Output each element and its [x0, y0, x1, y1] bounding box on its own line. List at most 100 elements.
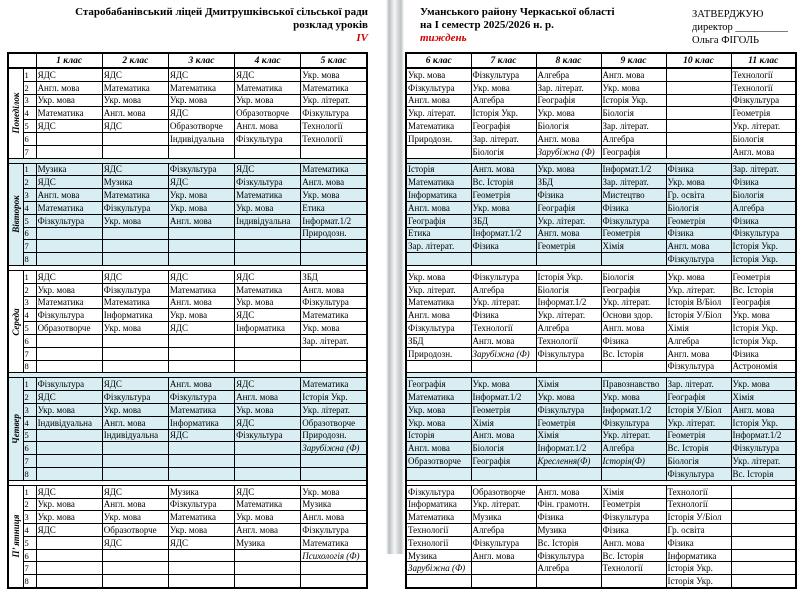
subject-cell	[234, 252, 302, 266]
subject-cell	[101, 346, 169, 361]
subject-cell: Вс. Історія	[730, 282, 797, 297]
subject-cell: Інформатика	[405, 497, 472, 512]
subject-cell	[101, 561, 169, 576]
district-line1: Уманського району Черкаської області	[420, 6, 615, 18]
day-separator	[7, 157, 368, 164]
subject-cell: Фізкультура	[665, 359, 732, 374]
period-number: 8	[22, 466, 37, 481]
subject-cell: Укр. мова	[234, 510, 302, 525]
corner-cell	[7, 52, 37, 69]
subject-cell	[234, 574, 302, 589]
subject-cell	[35, 239, 103, 254]
subject-cell: Зар. літерат.	[405, 239, 472, 254]
subject-cell	[234, 333, 302, 348]
period-number: 6	[22, 548, 37, 563]
period-number: 4	[22, 106, 37, 121]
subject-cell: ЯДС	[167, 175, 236, 190]
subject-cell	[730, 484, 797, 499]
subject-cell: Індивідуальна	[101, 428, 169, 443]
subject-cell: Природозн.	[300, 428, 368, 443]
subject-cell: Англ. мова	[167, 377, 236, 392]
subject-cell: Географія	[405, 377, 472, 392]
subject-cell: Фізика	[535, 510, 602, 525]
subject-cell	[234, 561, 302, 576]
subject-cell: Фізкультура	[535, 346, 602, 361]
period-number: 7	[22, 561, 37, 576]
subject-cell	[600, 359, 667, 374]
subject-cell	[35, 535, 103, 550]
subject-cell	[300, 454, 368, 468]
subject-cell	[535, 466, 602, 481]
class-header: 11 клас	[730, 52, 797, 69]
subject-cell: Математика	[101, 80, 169, 95]
subject-cell	[730, 535, 797, 550]
left-page-header: Старобабанівський ліцей Дмитрушківської …	[75, 6, 368, 45]
subject-cell: Англ. мова	[535, 226, 602, 241]
school-title-line1: Старобабанівський ліцей Дмитрушківської …	[75, 6, 368, 18]
subject-cell: Інформатика	[101, 308, 169, 323]
subject-cell: Математика	[167, 80, 236, 95]
subject-cell	[167, 359, 236, 374]
period-number: 4	[22, 200, 37, 215]
subject-cell: Фізкультура	[167, 162, 236, 177]
subject-cell: Етика	[405, 226, 472, 241]
subject-cell: Образотворче	[300, 415, 368, 430]
subject-cell: Математика	[405, 390, 472, 404]
subject-cell: Технології	[665, 484, 732, 499]
subject-cell: Англ. мова	[300, 282, 368, 297]
subject-cell: Укр. літерат.	[300, 93, 368, 108]
subject-cell: Геометрія	[470, 188, 537, 202]
subject-cell: Англ. мова	[101, 415, 169, 430]
subject-cell: Фізика	[730, 213, 797, 228]
subject-cell: Укр. літерат.	[665, 415, 732, 430]
subject-cell: Інформат.1/2	[600, 162, 667, 177]
subject-cell: Геометрія	[470, 402, 537, 417]
subject-cell: Хімія	[470, 415, 537, 430]
subject-cell: Математика	[234, 80, 302, 95]
period-number: 4	[22, 308, 37, 323]
subject-cell: ЯДС	[35, 119, 103, 133]
subject-cell: Геометрія	[535, 239, 602, 254]
subject-cell: ЗБД	[300, 269, 368, 284]
subject-cell: Біологія	[730, 131, 797, 146]
subject-cell	[167, 454, 236, 468]
subject-cell: Астрономія	[730, 359, 797, 374]
subject-cell: Англ. мова	[35, 188, 103, 202]
subject-cell: ЯДС	[101, 269, 169, 284]
subject-cell: Укр. літерат.	[300, 402, 368, 417]
week-mark: тиждень	[420, 32, 467, 44]
subject-cell	[300, 239, 368, 254]
subject-cell: Історія Укр.	[665, 574, 732, 589]
subject-cell: Укр. мова	[300, 67, 368, 82]
subject-cell: Інформат.1/2	[535, 295, 602, 310]
subject-cell	[300, 346, 368, 361]
subject-cell: ЯДС	[167, 321, 236, 335]
subject-cell: Природозн.	[405, 131, 472, 146]
period-number: 5	[22, 321, 37, 335]
subject-cell: Укр. мова	[535, 390, 602, 404]
subject-cell: Англ. мова	[600, 321, 667, 335]
day-separator	[7, 264, 368, 271]
subject-cell: Математика	[300, 377, 368, 392]
subject-cell	[35, 346, 103, 361]
subject-cell: Англ. мова	[470, 428, 537, 443]
subject-cell: Алгебра	[470, 282, 537, 297]
subject-cell: Англ. мова	[405, 200, 472, 215]
subject-cell: Історія Укр.	[300, 390, 368, 404]
subject-cell: Англ. мова	[167, 213, 236, 228]
subject-cell: Індивідуальна	[35, 415, 103, 430]
subject-cell: Історія(Ф)	[600, 454, 667, 468]
subject-cell	[101, 466, 169, 481]
subject-cell: ЯДС	[35, 390, 103, 404]
subject-cell: Фізкультура	[470, 269, 537, 284]
subject-cell: Укр. літерат.	[730, 454, 797, 468]
subject-cell	[730, 497, 797, 512]
subject-cell: Фізкультура	[101, 200, 169, 215]
subject-cell: Укр. мова	[35, 402, 103, 417]
subject-cell	[535, 252, 602, 266]
subject-cell: Природозн.	[300, 226, 368, 241]
subject-cell: Технології	[300, 131, 368, 146]
subject-cell: Фізкультура	[101, 282, 169, 297]
subject-cell	[730, 548, 797, 563]
subject-cell: Укр. мова	[470, 80, 537, 95]
